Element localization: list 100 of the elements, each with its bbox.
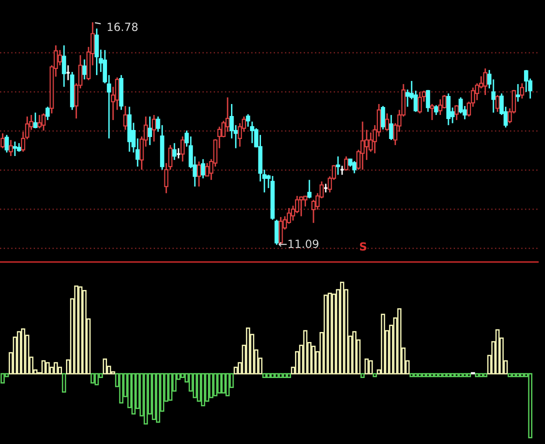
candlestick bbox=[380, 105, 386, 130]
bar bbox=[282, 373, 287, 378]
candlestick bbox=[352, 160, 356, 174]
bar bbox=[225, 373, 230, 396]
bar bbox=[0, 373, 5, 384]
candlestick bbox=[426, 89, 430, 113]
bar bbox=[156, 373, 160, 423]
bar bbox=[434, 373, 438, 378]
bar bbox=[303, 330, 308, 374]
candlestick bbox=[495, 94, 500, 113]
candlestick bbox=[389, 114, 394, 141]
bar bbox=[41, 360, 46, 374]
bar bbox=[528, 373, 532, 438]
bar bbox=[328, 292, 332, 374]
bar bbox=[16, 331, 22, 374]
bar bbox=[495, 329, 500, 374]
bar bbox=[213, 373, 218, 396]
candlestick bbox=[62, 44, 66, 88]
candlestick bbox=[33, 112, 38, 129]
bar bbox=[422, 373, 426, 378]
candlestick bbox=[180, 136, 185, 162]
bar bbox=[438, 373, 442, 378]
bar bbox=[430, 373, 434, 378]
bar bbox=[397, 308, 402, 374]
bar bbox=[450, 373, 455, 378]
bar bbox=[442, 373, 446, 378]
bar bbox=[520, 373, 524, 378]
bar bbox=[414, 373, 418, 378]
bar bbox=[516, 373, 520, 378]
bar bbox=[168, 373, 172, 401]
candlestick bbox=[299, 196, 304, 217]
bar bbox=[466, 373, 471, 378]
candlestick bbox=[418, 91, 422, 114]
bar bbox=[462, 373, 467, 378]
bar bbox=[274, 373, 279, 378]
bar bbox=[246, 327, 250, 374]
bar bbox=[74, 285, 78, 374]
bar bbox=[278, 373, 283, 378]
bar bbox=[46, 362, 50, 374]
bar bbox=[102, 358, 107, 374]
bar bbox=[512, 373, 516, 378]
candlestick bbox=[152, 114, 156, 142]
candlestick bbox=[82, 58, 87, 80]
bar bbox=[192, 373, 197, 398]
candlestick bbox=[307, 179, 312, 199]
bar bbox=[340, 282, 344, 374]
candlestick bbox=[8, 139, 13, 157]
candlestick bbox=[37, 114, 42, 129]
bar bbox=[454, 373, 459, 378]
bar bbox=[21, 328, 26, 374]
candlestick bbox=[94, 28, 99, 76]
candlestick bbox=[196, 160, 202, 188]
bar bbox=[380, 314, 386, 374]
bar bbox=[364, 358, 369, 374]
candlestick bbox=[12, 140, 18, 157]
bar bbox=[131, 373, 136, 414]
candlestick bbox=[520, 82, 524, 100]
annotation: ←11.09 bbox=[278, 240, 318, 248]
candlestick bbox=[148, 116, 152, 146]
bar bbox=[368, 360, 373, 374]
candlestick bbox=[274, 219, 279, 246]
bar bbox=[311, 346, 316, 374]
bar bbox=[479, 373, 484, 378]
candlestick bbox=[516, 83, 520, 102]
bar bbox=[217, 373, 222, 394]
candlestick bbox=[46, 106, 50, 121]
bar bbox=[54, 362, 58, 374]
bar bbox=[474, 373, 480, 378]
candlestick bbox=[58, 49, 62, 66]
annotation: S bbox=[360, 242, 366, 251]
annotation: 16.78 bbox=[108, 22, 138, 32]
bar bbox=[221, 373, 226, 394]
candlestick bbox=[4, 134, 9, 154]
candlestick bbox=[123, 105, 128, 131]
bar bbox=[94, 373, 99, 386]
candlestick bbox=[344, 156, 348, 172]
bar bbox=[119, 373, 124, 404]
bar bbox=[209, 373, 214, 398]
bar bbox=[426, 373, 430, 378]
bar bbox=[418, 373, 422, 378]
candlestick bbox=[336, 156, 340, 176]
bar bbox=[152, 373, 156, 420]
candlestick bbox=[176, 148, 181, 160]
bar bbox=[446, 373, 451, 378]
bar bbox=[78, 286, 82, 374]
candlestick bbox=[483, 68, 488, 96]
bar bbox=[82, 290, 87, 374]
bar bbox=[144, 373, 148, 425]
bar bbox=[458, 373, 463, 378]
candlestick bbox=[172, 142, 177, 161]
candlestick bbox=[200, 158, 206, 180]
bar bbox=[200, 373, 206, 406]
candlestick bbox=[430, 103, 434, 121]
candlestick bbox=[384, 112, 390, 132]
candlestick bbox=[246, 113, 250, 128]
candlestick bbox=[438, 98, 442, 116]
bar bbox=[266, 373, 271, 378]
bar bbox=[324, 294, 328, 374]
candlestick bbox=[454, 104, 459, 121]
candlestick bbox=[360, 120, 365, 170]
